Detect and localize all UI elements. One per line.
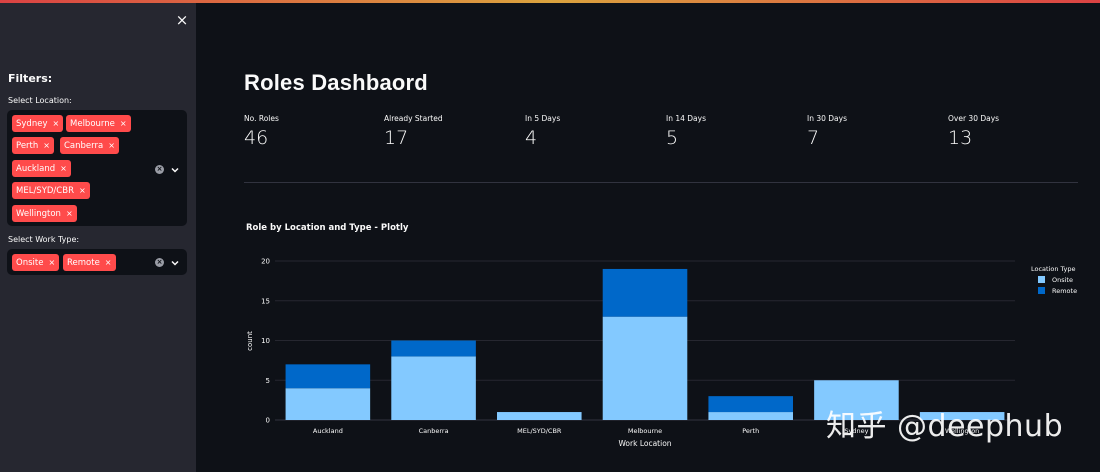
metric-in-5-days: In 5 Days 4 bbox=[525, 114, 655, 149]
remove-tag-icon[interactable]: × bbox=[52, 119, 60, 128]
sidebar: × Filters: Select Location: Sydney × Melb… bbox=[0, 3, 196, 472]
legend-swatch bbox=[1038, 287, 1045, 294]
close-sidebar-icon[interactable]: × bbox=[175, 11, 189, 29]
metric-value: 5 bbox=[666, 127, 679, 149]
page-title: Roles Dashbaord bbox=[244, 70, 428, 95]
metric-value: 46 bbox=[244, 127, 269, 149]
tag-label: MEL/SYD/CBR bbox=[16, 186, 74, 196]
metric-label: No. Roles bbox=[244, 114, 279, 123]
x-tick-label: Canberra bbox=[419, 427, 449, 435]
legend-label: Onsite bbox=[1052, 276, 1073, 284]
legend-swatch bbox=[1038, 276, 1045, 283]
location-tag-auckland[interactable]: Auckland × bbox=[12, 160, 71, 177]
x-tick-label: Melbourne bbox=[628, 427, 662, 435]
location-label: Select Location: bbox=[8, 96, 72, 105]
work-type-tag-onsite[interactable]: Onsite × bbox=[12, 254, 60, 271]
chevron-down-icon[interactable] bbox=[170, 258, 180, 268]
bar-onsite bbox=[602, 316, 688, 420]
filters-heading: Filters: bbox=[8, 72, 53, 85]
metric-label: Already Started bbox=[384, 114, 443, 123]
metric-in-30-days: In 30 Days 7 bbox=[807, 114, 937, 149]
legend-label: Remote bbox=[1052, 287, 1077, 295]
metric-in-14-days: In 14 Days 5 bbox=[666, 114, 796, 149]
clear-all-icon[interactable]: × bbox=[155, 258, 164, 267]
location-tag-perth[interactable]: Perth × bbox=[12, 137, 54, 154]
y-axis-title: count bbox=[246, 331, 254, 351]
metric-value: 7 bbox=[807, 127, 820, 149]
location-tag-wellington[interactable]: Wellington × bbox=[12, 205, 77, 222]
location-tag-melbourne[interactable]: Melbourne × bbox=[66, 115, 131, 132]
bar-onsite bbox=[708, 412, 793, 420]
chevron-down-icon[interactable] bbox=[170, 165, 180, 175]
bar-onsite bbox=[497, 412, 582, 420]
x-axis-title: Work Location bbox=[618, 439, 671, 448]
tag-label: Canberra bbox=[64, 141, 104, 151]
metric-value: 17 bbox=[384, 127, 409, 149]
work-type-multiselect[interactable]: Onsite × Remote × × bbox=[7, 249, 187, 275]
y-tick-label: 20 bbox=[261, 258, 270, 266]
tag-label: Melbourne bbox=[70, 119, 115, 129]
metric-already-started: Already Started 17 bbox=[384, 114, 514, 149]
tag-label: Onsite bbox=[16, 258, 44, 268]
remove-tag-icon[interactable]: × bbox=[65, 209, 73, 218]
metric-label: In 5 Days bbox=[525, 114, 561, 123]
bar-remote bbox=[391, 340, 476, 357]
metric-value: 13 bbox=[948, 127, 973, 149]
metric-label: Over 30 Days bbox=[948, 114, 1000, 123]
bar-remote bbox=[602, 268, 688, 317]
remove-tag-icon[interactable]: × bbox=[108, 141, 115, 150]
tag-label: Remote bbox=[67, 258, 100, 268]
work-type-label: Select Work Type: bbox=[8, 235, 80, 244]
bar-onsite bbox=[285, 388, 371, 420]
location-tag-mel-syd-cbr[interactable]: MEL/SYD/CBR × bbox=[12, 182, 90, 199]
remove-tag-icon[interactable]: × bbox=[104, 258, 112, 267]
x-tick-label: Perth bbox=[742, 427, 759, 435]
tag-label: Perth bbox=[16, 141, 39, 151]
location-multiselect[interactable]: Sydney × Melbourne × Perth × Canberra × Auck… bbox=[7, 110, 187, 226]
x-tick-label: MEL/SYD/CBR bbox=[517, 427, 562, 435]
remove-tag-icon[interactable]: × bbox=[43, 141, 50, 150]
metric-over-30-days: Over 30 Days 13 bbox=[948, 114, 1078, 149]
work-type-tag-remote[interactable]: Remote × bbox=[63, 254, 116, 271]
metric-no-roles: No. Roles 46 bbox=[244, 114, 374, 149]
y-tick-label: 0 bbox=[266, 417, 270, 425]
y-tick-label: 15 bbox=[261, 297, 270, 305]
chart-title: Role by Location and Type - Plotly bbox=[246, 223, 409, 233]
legend-title: Location Type bbox=[1031, 265, 1076, 273]
remove-tag-icon[interactable]: × bbox=[48, 258, 56, 267]
x-tick-label: Auckland bbox=[313, 427, 343, 435]
remove-tag-icon[interactable]: × bbox=[119, 119, 127, 128]
section-divider bbox=[244, 182, 1078, 183]
top-decoration-bar bbox=[0, 0, 1100, 3]
tag-label: Auckland bbox=[16, 164, 56, 174]
y-tick-label: 10 bbox=[261, 337, 270, 345]
location-tag-sydney[interactable]: Sydney × bbox=[12, 115, 64, 132]
y-tick-label: 5 bbox=[266, 377, 270, 385]
bar-remote bbox=[708, 396, 793, 413]
bar-remote bbox=[285, 364, 371, 389]
remove-tag-icon[interactable]: × bbox=[60, 164, 67, 173]
bar-onsite bbox=[391, 356, 476, 420]
metric-value: 4 bbox=[525, 127, 538, 149]
remove-tag-icon[interactable]: × bbox=[78, 186, 86, 195]
location-tag-canberra[interactable]: Canberra × bbox=[60, 137, 119, 154]
clear-all-icon[interactable]: × bbox=[155, 165, 164, 174]
watermark: 知乎 @deephub bbox=[826, 409, 1064, 444]
metric-label: In 30 Days bbox=[807, 114, 847, 123]
tag-label: Sydney bbox=[16, 119, 48, 129]
tag-label: Wellington bbox=[16, 209, 61, 219]
metric-label: In 14 Days bbox=[666, 114, 706, 123]
